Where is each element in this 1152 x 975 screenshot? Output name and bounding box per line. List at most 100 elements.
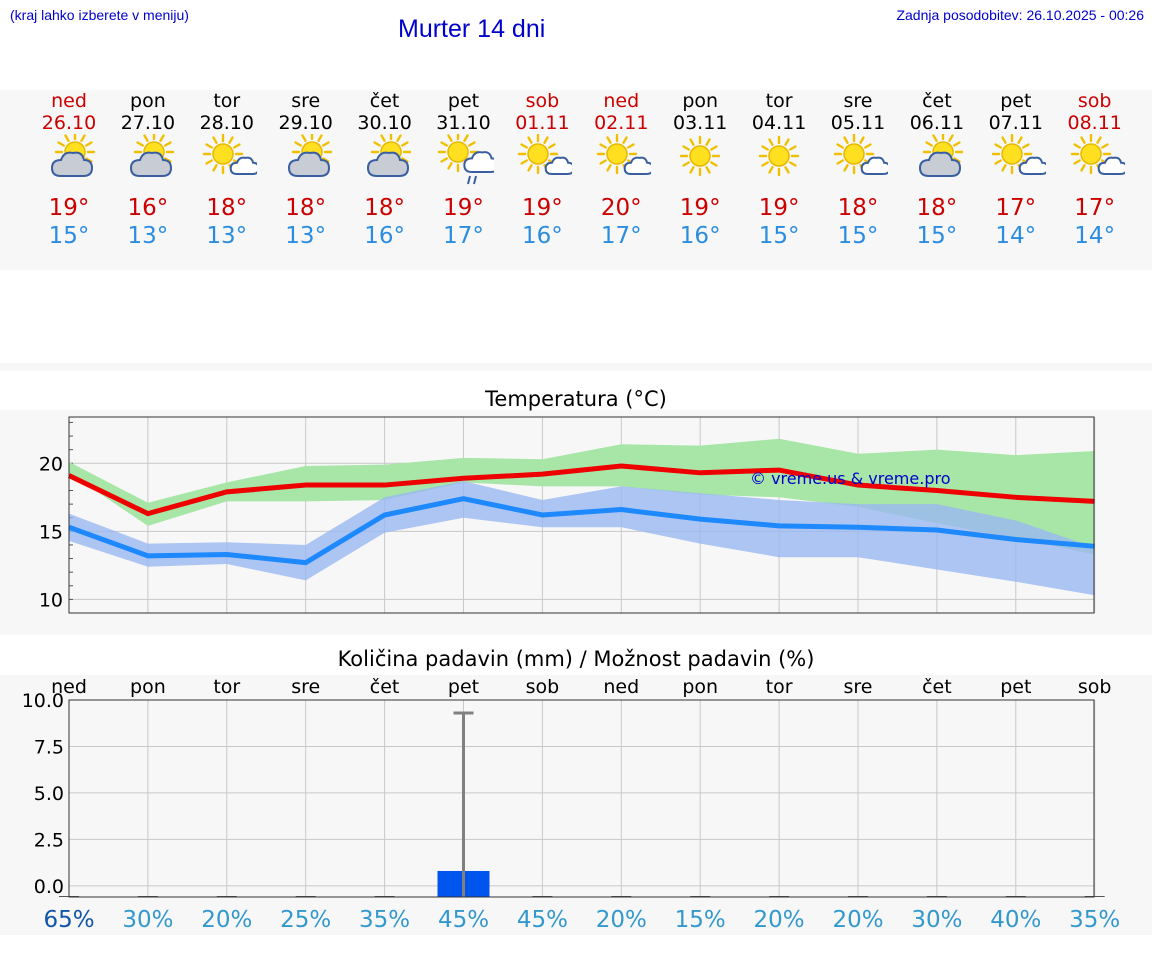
y-tick-label: 15	[39, 521, 63, 543]
forecast-panel	[0, 90, 1152, 270]
day-name: pon	[682, 90, 719, 112]
forecast-day: pon 03.11 19° 16°	[660, 90, 740, 250]
min-temp-band	[69, 480, 1095, 596]
precip-day-label: sre	[844, 676, 873, 698]
temp-min: 17°	[443, 223, 484, 249]
temp-max: 18°	[206, 195, 248, 221]
precipitation-chart-title: Količina padavin (mm) / Možnost padavin …	[337, 647, 815, 671]
menu-hint[interactable]: (kraj lahko izberete v meniju)	[10, 7, 189, 23]
forecast-day: čet 06.11 18° 15°	[897, 90, 977, 250]
precip-probability: 20%	[201, 907, 252, 933]
day-date: 06.11	[909, 112, 965, 134]
precip-probability: 20%	[754, 907, 805, 933]
day-name: ned	[603, 90, 640, 112]
precip-probability: 25%	[280, 907, 331, 933]
temp-min: 14°	[1074, 223, 1116, 249]
temperature-chart: 10 15 20 © vreme.us & vreme.pro	[39, 416, 1096, 614]
sun-small-cloud-icon	[991, 134, 1046, 175]
sun-small-cloud-icon	[597, 134, 652, 175]
precip-day-label: sob	[526, 676, 560, 698]
max-temp-band	[69, 438, 1095, 555]
temp-min: 16°	[679, 223, 721, 249]
day-date: 29.10	[278, 112, 333, 134]
precip-day-label: ned	[51, 676, 87, 698]
forecast-day: pon 27.10 16° 13°	[108, 90, 188, 250]
forecast-day: tor 28.10 18° 13°	[187, 90, 267, 250]
precip-day-label: tor	[213, 676, 240, 698]
day-date: 03.11	[672, 112, 728, 134]
temp-max: 19°	[48, 195, 90, 221]
temp-min: 17°	[600, 223, 642, 249]
watermark: © vreme.us & vreme.pro	[750, 469, 951, 488]
precip-day-label: pon	[130, 676, 166, 698]
last-update: Zadnja posodobitev: 26.10.2025 - 00:26	[896, 7, 1144, 23]
day-date: 26.10	[41, 112, 97, 134]
precip-probability: 65%	[43, 907, 94, 933]
day-date: 30.10	[357, 112, 412, 134]
forecast-day: sob 08.11 17° 14°	[1055, 90, 1135, 250]
day-date: 07.11	[988, 112, 1043, 134]
y-tick-label: 0.0	[34, 876, 64, 898]
page-title: Murter 14 dni	[398, 15, 546, 43]
day-name: pon	[130, 90, 166, 112]
precip-probability: 35%	[359, 907, 410, 933]
precipitation-plot-frame	[68, 699, 1095, 898]
forecast-day: pet 31.10 19° 17°	[424, 90, 504, 250]
temp-min: 13°	[285, 223, 327, 249]
precipitation-plot-area	[69, 700, 1094, 897]
temp-max: 18°	[364, 195, 405, 221]
partly-cloudy-grey-icon	[287, 134, 332, 177]
temperature-chart-title: Temperatura (°C)	[485, 387, 667, 411]
day-date: 27.10	[120, 112, 176, 134]
precip-probability: 30%	[122, 907, 173, 933]
temp-min: 16°	[522, 223, 563, 249]
precip-day-label: čet	[922, 676, 952, 698]
temp-max: 19°	[443, 195, 484, 221]
day-date: 05.11	[830, 112, 886, 134]
y-tick-label: 5.0	[34, 783, 64, 805]
y-tick-label: 2.5	[34, 829, 64, 851]
partly-cloudy-grey-icon	[366, 134, 411, 177]
temp-max: 17°	[1074, 195, 1116, 221]
precip-day-label: pet	[1000, 676, 1031, 698]
day-date: 04.11	[751, 112, 807, 134]
day-name: ned	[51, 90, 87, 112]
day-name: pet	[447, 90, 480, 112]
forecast-day: čet 30.10 18° 16°	[345, 90, 425, 250]
partly-cloudy-grey-icon	[50, 134, 96, 177]
precip-day-label: pet	[448, 676, 479, 698]
temp-max: 18°	[285, 195, 327, 221]
min-temp-line	[68, 496, 1095, 566]
precip-day-label: sob	[1078, 676, 1112, 698]
y-tick-label: 10.0	[22, 690, 64, 712]
temp-min: 14°	[995, 223, 1037, 249]
temp-max: 18°	[837, 195, 879, 221]
precip-day-label: pon	[682, 676, 718, 698]
sun-small-cloud-icon	[202, 134, 257, 175]
day-date: 02.11	[594, 112, 649, 134]
sun-icon	[679, 135, 721, 177]
forecast-day: sob 01.11 19° 16°	[502, 90, 582, 250]
temp-min: 15°	[48, 223, 90, 249]
precip-day-label: ned	[603, 676, 639, 698]
sun-small-cloud-icon	[833, 134, 888, 175]
temp-max: 19°	[758, 195, 800, 221]
sun-small-cloud-icon	[518, 134, 573, 175]
temp-max: 20°	[600, 195, 642, 221]
precip-probability: 35%	[1069, 907, 1120, 933]
day-name: tor	[765, 90, 793, 112]
temp-min: 15°	[837, 223, 879, 249]
precip-probability: 45%	[517, 907, 568, 933]
forecast-day: sre 05.11 18° 15°	[818, 90, 898, 250]
temp-max: 19°	[679, 195, 721, 221]
day-date: 31.10	[436, 112, 491, 134]
day-name: pet	[1000, 90, 1032, 112]
temp-min: 13°	[206, 223, 248, 249]
temp-max: 16°	[127, 195, 169, 221]
day-name: sob	[525, 90, 560, 112]
forecast-day: ned 26.10 19° 15°	[29, 90, 109, 250]
temp-min: 15°	[916, 223, 958, 249]
day-name: tor	[213, 90, 241, 112]
temp-min: 13°	[127, 223, 169, 249]
forecast-day: ned 02.11 20° 17°	[581, 90, 661, 250]
